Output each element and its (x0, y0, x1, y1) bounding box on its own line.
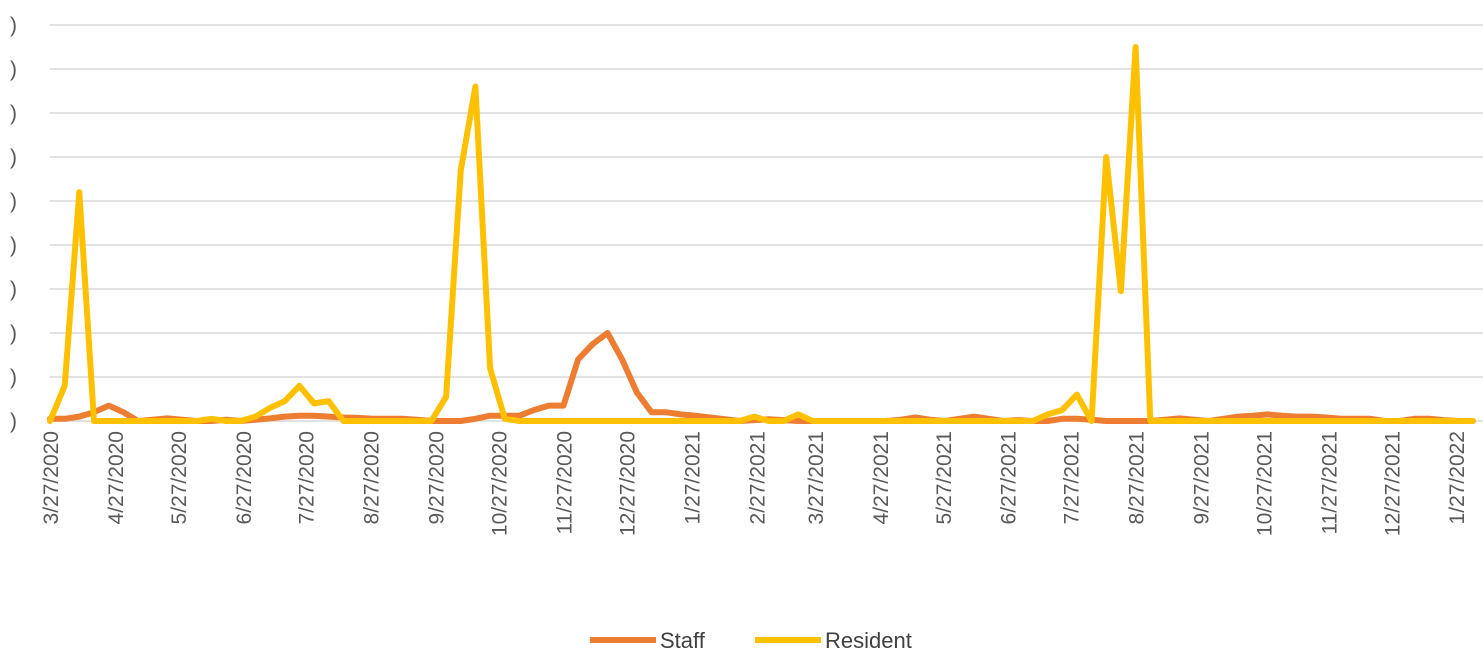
legend: Staff Resident (590, 628, 912, 653)
y-tick-label: ) (10, 190, 17, 213)
y-tick-label: ) (10, 146, 17, 169)
y-tick-label: ) (10, 278, 17, 301)
x-tick-label: 9/27/2021 (1191, 431, 1214, 524)
y-tick-label: ) (10, 102, 17, 125)
x-tick-label: 10/27/2020 (488, 431, 511, 536)
y-tick-label: ) (10, 58, 17, 81)
series-line-resident (47, 44, 1476, 424)
y-tick-label: ) (10, 322, 17, 345)
legend-label-resident: Resident (825, 628, 912, 653)
x-tick-label: 11/27/2021 (1318, 431, 1341, 535)
x-tick-label: 5/27/2020 (168, 431, 191, 524)
x-tick-label: 6/27/2020 (233, 431, 256, 524)
x-tick-label: 4/27/2021 (870, 431, 893, 524)
y-tick-label: ) (10, 366, 17, 389)
gridlines (50, 24, 1483, 422)
x-tick-label: 6/27/2021 (998, 431, 1021, 524)
y-tick-label: ) (10, 410, 17, 433)
x-tick-label: 3/27/2021 (805, 431, 828, 524)
x-tick-label: 1/27/2021 (681, 431, 704, 524)
x-tick-label: 7/27/2020 (296, 431, 319, 524)
x-tick-label: 3/27/2020 (40, 431, 63, 524)
x-tick-label: 8/27/2021 (1126, 431, 1149, 524)
x-tick-label: 12/27/2020 (616, 431, 639, 536)
x-tick-label: 10/27/2021 (1253, 431, 1276, 536)
x-tick-label: 4/27/2020 (105, 431, 128, 524)
y-axis-ticks: )))))))))) (10, 14, 17, 433)
x-tick-label: 5/27/2021 (933, 431, 956, 524)
series-lines (47, 44, 1476, 424)
x-tick-label: 9/27/2020 (426, 431, 449, 524)
x-tick-label: 8/27/2020 (361, 431, 384, 524)
x-tick-label: 7/27/2021 (1061, 431, 1084, 524)
x-tick-label: 12/27/2021 (1381, 431, 1404, 536)
legend-label-staff: Staff (660, 628, 706, 653)
y-tick-label: ) (10, 234, 17, 257)
x-tick-label: 2/27/2021 (746, 431, 769, 524)
x-axis-ticks: 3/27/2020 4/27/2020 5/27/2020 6/27/2020 7/27… (40, 431, 1469, 536)
y-tick-label: ) (10, 14, 17, 37)
x-tick-label: 1/27/2022 (1446, 431, 1469, 524)
x-tick-label: 11/27/2020 (553, 431, 576, 535)
